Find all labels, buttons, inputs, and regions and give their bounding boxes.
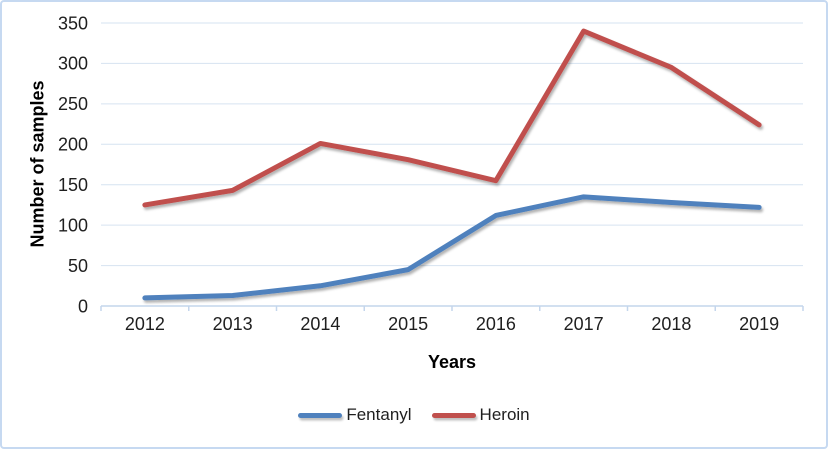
x-axis-title: Years xyxy=(427,352,477,372)
y-tick-label: 100 xyxy=(58,215,88,235)
gridlines xyxy=(101,22,803,267)
series-line-fentanyl xyxy=(142,194,762,301)
x-axis-tick-labels: 2012 2013 2014 2015 2016 2017 2018 2019 xyxy=(125,314,779,334)
x-axis xyxy=(100,305,804,311)
x-tick-label: 2014 xyxy=(300,314,340,334)
legend-swatch-heroin xyxy=(431,412,476,418)
legend-item-heroin: Heroin xyxy=(431,405,530,425)
x-tick-label: 2016 xyxy=(476,314,516,334)
x-tick-label: 2018 xyxy=(651,314,691,334)
x-tick-label: 2015 xyxy=(388,314,428,334)
y-tick-label: 0 xyxy=(78,296,88,316)
y-tick-label: 350 xyxy=(58,13,88,33)
x-tick-label: 2019 xyxy=(739,314,779,334)
y-tick-label: 300 xyxy=(58,54,88,74)
y-axis-tick-labels: 0 50 100 150 200 250 300 350 xyxy=(58,13,88,316)
x-tick-label: 2017 xyxy=(564,314,604,334)
legend: Fentanyl Heroin xyxy=(0,405,828,425)
y-tick-label: 250 xyxy=(58,94,88,114)
legend-label-heroin: Heroin xyxy=(479,405,530,424)
x-tick-label: 2012 xyxy=(125,314,165,334)
y-tick-label: 50 xyxy=(68,256,88,276)
y-tick-label: 150 xyxy=(58,175,88,195)
legend-label-fentanyl: Fentanyl xyxy=(346,405,412,424)
legend-swatch-fentanyl xyxy=(298,412,343,418)
legend-item-fentanyl: Fentanyl xyxy=(298,405,412,425)
series-line-heroin xyxy=(142,28,762,208)
y-axis-title: Number of samples xyxy=(27,80,48,248)
x-tick-label: 2013 xyxy=(213,314,253,334)
y-tick-label: 200 xyxy=(58,135,88,155)
